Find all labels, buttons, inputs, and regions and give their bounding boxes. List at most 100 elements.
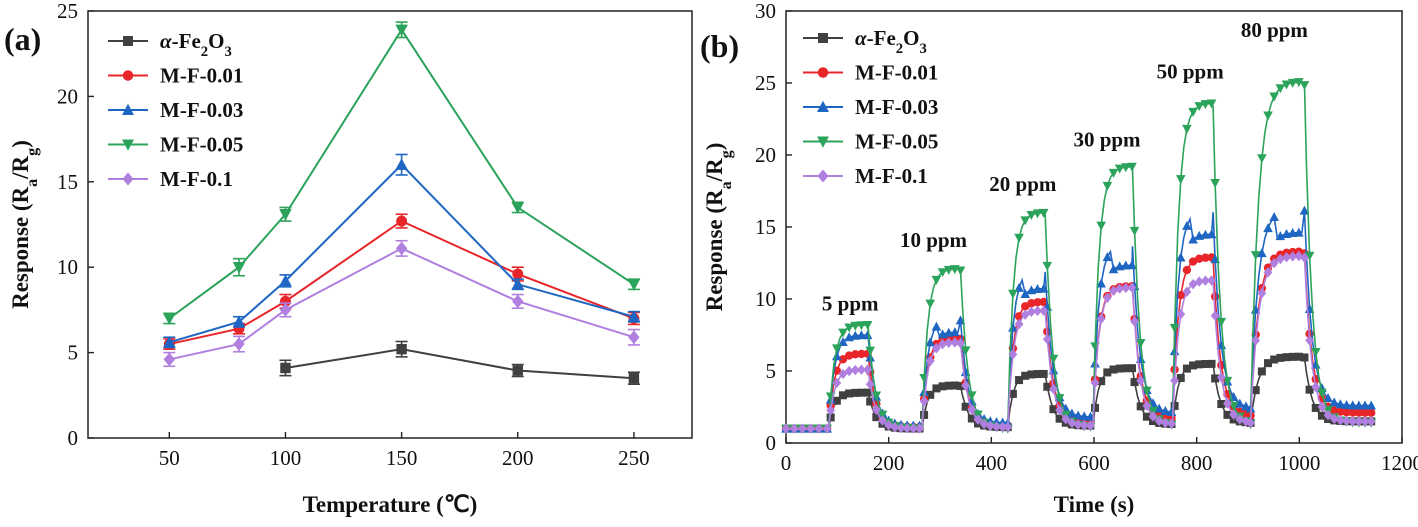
panel-b-x-axis-title: Time (s) [1054, 492, 1135, 517]
panel-a-legend-label-part: 3 [224, 44, 231, 60]
panel-b-data-point [919, 396, 929, 407]
panel-b-data-point [798, 423, 807, 434]
panel-b-data-point [878, 415, 887, 426]
panel-a-y-tick-label: 15 [57, 170, 78, 194]
panel-b-data-point [1121, 364, 1130, 373]
panel-a-y-axis-title: Response (Ra/Rg) [8, 140, 41, 309]
panel-b-data-point [1251, 335, 1261, 346]
panel-b-data-point [844, 365, 854, 377]
panel-a-data-point [511, 277, 525, 290]
panel-b-label: (b) [700, 28, 739, 64]
panel-b-data-point [1073, 419, 1083, 430]
panel-b-data-point [865, 379, 875, 390]
panel-b-data-point [871, 391, 882, 401]
panel-b-y-axis-title-part: Response (R [702, 189, 727, 311]
panel-b-y-tick-label: 20 [755, 143, 776, 167]
panel-b-legend-label: α-Fe2O3 [855, 26, 927, 57]
panel-b-data-point [931, 275, 942, 285]
panel-b-data-point [1014, 282, 1024, 292]
panel-b-data-point [961, 380, 971, 391]
panel-a-data-point [279, 303, 292, 317]
panel-b-data-point [1182, 220, 1192, 230]
panel-b-data-point [1323, 410, 1333, 421]
panel-b-data-point [1135, 339, 1146, 349]
panel-b-legend-label: M-F-0.05 [855, 130, 938, 154]
panel-b-data-point [865, 346, 875, 356]
panel-b-data-point [857, 364, 866, 375]
panel-b-data-point [884, 420, 894, 431]
panel-b-data-point [872, 413, 881, 422]
panel-b-concentration-label: 20 ppm [989, 172, 1057, 196]
panel-b-data-point [1127, 282, 1137, 293]
panel-b-data-point [850, 321, 861, 331]
panel-b-y-axis-title: Response (Ra/Rg) [702, 143, 735, 312]
panel-b-data-point [920, 410, 929, 419]
panel-b-data-point [1096, 278, 1106, 288]
panel-b-data-point [1033, 370, 1042, 379]
panel-b-data-point [1288, 251, 1298, 262]
panel-b-data-point [1061, 413, 1071, 425]
panel-b-y-tick-label: 10 [755, 287, 776, 311]
panel-b-data-point [1027, 299, 1036, 308]
panel-b-data-point [1176, 290, 1185, 300]
panel-b-data-point [967, 391, 977, 401]
panel-b-data-point [866, 397, 875, 406]
panel-a-label: (a) [4, 21, 41, 57]
panel-b-data-point [789, 423, 799, 434]
panel-b-data-point [1026, 306, 1036, 318]
panel-b-data-point [781, 423, 791, 434]
panel-b-data-point [1342, 408, 1351, 417]
panel-b-data-point [1287, 78, 1298, 88]
panel-b-data-point [1042, 333, 1052, 345]
panel-a-legend-label-part: 2 [201, 44, 208, 60]
panel-b-data-point [1251, 386, 1260, 395]
panel-b-data-point [850, 364, 860, 376]
panel-b-data-point [1211, 374, 1220, 383]
panel-b-legend-label-part: α [855, 26, 867, 50]
panel-b-data-point [1194, 276, 1204, 287]
panel-b-data-point [1188, 278, 1198, 290]
panel-b-data-point [1354, 416, 1364, 427]
panel-b-data-point [967, 404, 977, 415]
panel-a-legend-label: M-F-0.1 [160, 167, 233, 191]
panel-b-data-point [1311, 403, 1320, 412]
panel-b-data-point [1048, 354, 1059, 364]
panel-b-concentration-label: 30 ppm [1073, 127, 1141, 151]
panel-a-series-line [169, 247, 635, 361]
panel-a-data-point [628, 373, 640, 384]
panel-b-data-point [1032, 209, 1043, 219]
panel-b-legend-marker [818, 33, 828, 43]
panel-b-data-point [1360, 400, 1370, 410]
panel-b-data-point [1175, 252, 1186, 262]
panel-b-x-tick-label: 1200 [1381, 451, 1418, 475]
panel-a-data-point [396, 343, 407, 355]
panel-b-legend-marker [817, 100, 829, 112]
panel-b-y-tick-label: 0 [766, 431, 777, 455]
panel-b-data-point [1360, 408, 1370, 417]
panel-b-data-point [1014, 318, 1024, 330]
panel-b-data-point [985, 420, 995, 432]
panel-b-data-point [1167, 418, 1176, 429]
panel-b-data-point [1275, 253, 1285, 265]
panel-b-data-point [1257, 287, 1267, 299]
panel-b-legend-label-part: 2 [896, 41, 903, 57]
panel-b-y-axis-title-part: g [718, 150, 735, 158]
panel-b-legend-label: M-F-0.03 [855, 95, 938, 119]
panel-a-legend-marker [122, 103, 134, 115]
panel-a-data-point [233, 337, 245, 351]
panel-a-x-axis-title: Temperature (℃) [303, 492, 478, 517]
panel-b-data-point [1136, 375, 1146, 386]
panel-b-data-point [1250, 251, 1261, 261]
panel-a-data-point [627, 279, 641, 291]
panel-b-data-point [1241, 416, 1251, 427]
panel-b-data-point [1182, 286, 1192, 297]
panel-b-data-point [1276, 353, 1285, 362]
panel-b-data-point [862, 330, 873, 340]
panel-b-concentration-label: 80 ppm [1241, 18, 1309, 42]
panel-b-data-point [856, 321, 867, 331]
panel-b-data-point [1317, 411, 1326, 420]
panel-b-data-point [1257, 248, 1267, 258]
panel-b-data-point [1108, 168, 1119, 178]
panel-b-data-point [915, 423, 924, 434]
panel-a-legend-label-part: α [160, 29, 172, 53]
